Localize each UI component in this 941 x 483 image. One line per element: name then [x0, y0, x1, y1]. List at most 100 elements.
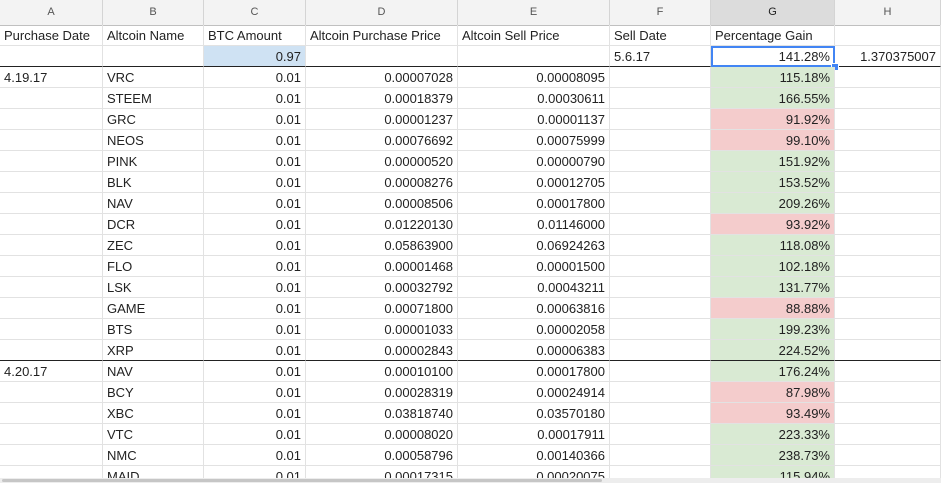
purchase-date-cell[interactable]	[0, 151, 103, 172]
sell-date-cell-empty[interactable]	[610, 193, 711, 214]
purchase-price-cell[interactable]: 0.03818740	[306, 403, 458, 424]
purchase-date-cell[interactable]	[0, 424, 103, 445]
scrollbar-thumb[interactable]	[2, 479, 602, 482]
purchase-date-cell[interactable]	[0, 340, 103, 361]
btc-amount-cell[interactable]: 0.01	[204, 193, 306, 214]
altcoin-name-cell[interactable]: BLK	[103, 172, 204, 193]
purchase-date-cell[interactable]	[0, 256, 103, 277]
purchase-date-cell[interactable]	[0, 214, 103, 235]
purchase-date-cell[interactable]	[0, 235, 103, 256]
altcoin-name-cell[interactable]: PINK	[103, 151, 204, 172]
purchase-price-cell[interactable]: 0.00018379	[306, 88, 458, 109]
percentage-gain-cell[interactable]: 238.73%	[711, 445, 835, 466]
header-cell-f[interactable]: Sell Date	[610, 25, 711, 46]
purchase-price-cell[interactable]: 0.00032792	[306, 277, 458, 298]
sell-date-cell-empty[interactable]	[610, 172, 711, 193]
btc-amount-cell[interactable]: 0.01	[204, 214, 306, 235]
sell-price-cell[interactable]: 0.00012705	[458, 172, 610, 193]
altcoin-name-cell[interactable]: GRC	[103, 109, 204, 130]
btc-amount-cell[interactable]: 0.01	[204, 424, 306, 445]
cell-h-empty[interactable]	[835, 151, 941, 172]
percentage-gain-cell[interactable]: 151.92%	[711, 151, 835, 172]
sell-date-cell-empty[interactable]	[610, 235, 711, 256]
sell-date-cell-empty[interactable]	[610, 382, 711, 403]
percentage-gain-cell[interactable]: 176.24%	[711, 361, 835, 382]
percentage-gain-cell[interactable]: 166.55%	[711, 88, 835, 109]
purchase-price-cell[interactable]: 0.00008276	[306, 172, 458, 193]
header-cell-h[interactable]	[835, 25, 941, 46]
sell-price-cell[interactable]: 0.00001500	[458, 256, 610, 277]
sell-date-cell-empty[interactable]	[610, 109, 711, 130]
altcoin-name-cell[interactable]: DCR	[103, 214, 204, 235]
cell-h-empty[interactable]	[835, 88, 941, 109]
purchase-price-cell[interactable]: 0.00008020	[306, 424, 458, 445]
altcoin-name-cell[interactable]: NMC	[103, 445, 204, 466]
sell-date-cell-empty[interactable]	[610, 151, 711, 172]
cell-h-empty[interactable]	[835, 424, 941, 445]
header-cell-g[interactable]: Percentage Gain	[711, 25, 835, 46]
purchase-price-cell[interactable]: 0.00007028	[306, 67, 458, 88]
sell-price-cell[interactable]: 0.06924263	[458, 235, 610, 256]
purchase-date-cell[interactable]	[0, 298, 103, 319]
sell-date-cell[interactable]: 5.6.17	[610, 46, 711, 67]
purchase-price-cell[interactable]: 0.00002843	[306, 340, 458, 361]
header-cell-a[interactable]: Purchase Date	[0, 25, 103, 46]
altcoin-name-cell[interactable]: NAV	[103, 361, 204, 382]
cell-h-empty[interactable]	[835, 445, 941, 466]
cell-h-empty[interactable]	[835, 277, 941, 298]
percentage-gain-cell[interactable]: 88.88%	[711, 298, 835, 319]
percentage-gain-cell[interactable]: 223.33%	[711, 424, 835, 445]
sell-price-cell[interactable]: 0.00002058	[458, 319, 610, 340]
sell-price-cell[interactable]: 0.00030611	[458, 88, 610, 109]
cell-h-empty[interactable]	[835, 382, 941, 403]
purchase-date-cell[interactable]	[0, 193, 103, 214]
column-header-d[interactable]: D	[306, 0, 458, 25]
sell-date-cell-empty[interactable]	[610, 403, 711, 424]
purchase-date-cell[interactable]	[0, 466, 103, 483]
altcoin-name-cell[interactable]: NEOS	[103, 130, 204, 151]
btc-amount-cell[interactable]: 0.01	[204, 88, 306, 109]
purchase-date-cell[interactable]	[0, 445, 103, 466]
column-header-c[interactable]: C	[204, 0, 306, 25]
column-header-f[interactable]: F	[610, 0, 711, 25]
sell-price-cell[interactable]: 0.00075999	[458, 130, 610, 151]
cell-h-empty[interactable]	[835, 319, 941, 340]
purchase-date-cell[interactable]	[0, 109, 103, 130]
cell-h-empty[interactable]	[835, 172, 941, 193]
altcoin-name-cell[interactable]: LSK	[103, 277, 204, 298]
altcoin-name-cell[interactable]: NAV	[103, 193, 204, 214]
ratio-cell[interactable]: 1.370375007	[835, 46, 941, 67]
total-gain-cell[interactable]: 141.28%	[711, 46, 835, 67]
column-header-h[interactable]: H	[835, 0, 941, 25]
purchase-price-cell[interactable]: 0.00001033	[306, 319, 458, 340]
total-btc-cell[interactable]: 0.97	[204, 46, 306, 67]
btc-amount-cell[interactable]: 0.01	[204, 67, 306, 88]
sell-date-cell-empty[interactable]	[610, 466, 711, 483]
sell-price-cell[interactable]: 0.00140366	[458, 445, 610, 466]
sell-date-cell-empty[interactable]	[610, 319, 711, 340]
sell-date-cell-empty[interactable]	[610, 340, 711, 361]
altcoin-name-cell[interactable]: STEEM	[103, 88, 204, 109]
purchase-price-cell[interactable]: 0.00008506	[306, 193, 458, 214]
sell-date-cell-empty[interactable]	[610, 298, 711, 319]
sell-date-cell-empty[interactable]	[610, 88, 711, 109]
purchase-date-cell[interactable]	[0, 172, 103, 193]
purchase-price-cell[interactable]: 0.01220130	[306, 214, 458, 235]
horizontal-scrollbar[interactable]	[0, 478, 941, 483]
sell-date-cell-empty[interactable]	[610, 361, 711, 382]
cell-h-empty[interactable]	[835, 403, 941, 424]
altcoin-name-cell[interactable]: FLO	[103, 256, 204, 277]
cell-h-empty[interactable]	[835, 193, 941, 214]
btc-amount-cell[interactable]: 0.01	[204, 445, 306, 466]
cell-a2[interactable]	[0, 46, 103, 67]
cell-b2[interactable]	[103, 46, 204, 67]
sell-price-cell[interactable]: 0.00024914	[458, 382, 610, 403]
header-cell-b[interactable]: Altcoin Name	[103, 25, 204, 46]
btc-amount-cell[interactable]: 0.01	[204, 340, 306, 361]
altcoin-name-cell[interactable]: VTC	[103, 424, 204, 445]
sell-date-cell-empty[interactable]	[610, 130, 711, 151]
percentage-gain-cell[interactable]: 209.26%	[711, 193, 835, 214]
sell-date-cell-empty[interactable]	[610, 256, 711, 277]
sell-date-cell-empty[interactable]	[610, 277, 711, 298]
percentage-gain-cell[interactable]: 99.10%	[711, 130, 835, 151]
